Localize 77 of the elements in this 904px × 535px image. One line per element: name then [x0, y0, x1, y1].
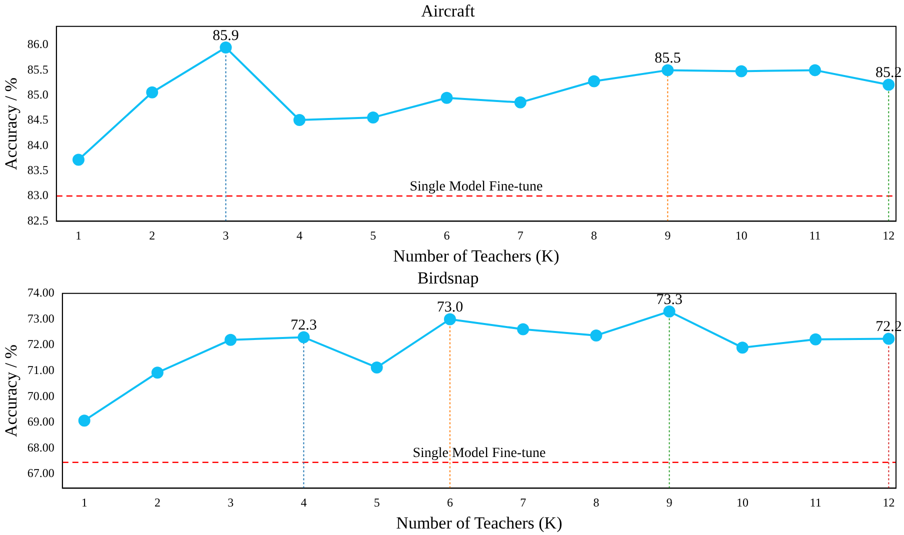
x-tick-label: 9 [666, 496, 672, 510]
data-label: 85.9 [212, 28, 239, 44]
y-tick-label: 73.00 [27, 311, 54, 326]
y-tick-label: 72.00 [27, 337, 54, 352]
point [440, 92, 453, 104]
point [298, 331, 310, 344]
point [514, 96, 526, 108]
point [663, 305, 676, 318]
x-tick-label: 7 [517, 228, 524, 243]
x-tick-label: 4 [300, 496, 307, 510]
point [146, 86, 158, 98]
point [736, 342, 748, 354]
data-label: 85.5 [654, 50, 681, 67]
point [517, 323, 530, 336]
y-tick-label: 69.00 [27, 414, 54, 429]
data-label: 72.3 [290, 318, 317, 334]
y-axis-title: Accuracy / % [2, 78, 21, 170]
x-tick-label: 10 [736, 496, 748, 510]
x-tick-label: 6 [446, 496, 453, 510]
point [224, 334, 237, 346]
y-tick-label: 71.00 [27, 362, 54, 377]
data-label: 73.3 [656, 292, 682, 308]
x-tick-label: 8 [593, 496, 600, 510]
y-tick-label: 74.00 [27, 286, 54, 300]
point [151, 366, 164, 379]
chart-title: Aircraft [421, 2, 476, 21]
x-tick-label: 5 [370, 228, 376, 243]
point [588, 75, 600, 88]
x-tick-label: 12 [882, 228, 895, 243]
x-tick-label: 1 [81, 496, 88, 510]
point [735, 65, 748, 78]
point [882, 332, 895, 345]
x-tick-label: 4 [296, 228, 302, 243]
y-tick-label: 84.5 [27, 112, 48, 127]
x-axis-title: Number of Teachers (K) [396, 513, 562, 532]
y-tick-label: 83.0 [27, 188, 48, 202]
point [882, 78, 895, 91]
x-tick-label: 3 [228, 496, 234, 510]
x-tick-label: 2 [149, 228, 156, 243]
x-tick-label: 1 [75, 228, 82, 243]
y-tick-label: 70.00 [27, 388, 54, 403]
point [370, 361, 383, 374]
ref-line-label: Single Model Fine-tune [412, 446, 546, 462]
point [444, 313, 456, 326]
y-tick-label: 85.5 [27, 62, 48, 76]
point [662, 64, 674, 76]
x-axis-title: Number of Teachers (K) [393, 246, 560, 266]
y-tick-label: 84.0 [27, 138, 48, 152]
x-tick-label: 11 [810, 496, 822, 510]
ref-line-label: Single Model Fine-tune [410, 180, 543, 195]
x-tick-label: 9 [664, 228, 671, 243]
x-tick-label: 11 [809, 228, 821, 243]
x-tick-label: 8 [591, 228, 598, 243]
x-tick-label: 6 [444, 228, 450, 243]
point [367, 112, 380, 124]
point [220, 42, 232, 54]
y-tick-label: 83.5 [27, 163, 48, 178]
y-tick-label: 85.0 [27, 88, 48, 102]
chart-title: Birdsnap [417, 268, 479, 288]
y-tick-label: 67.00 [27, 466, 54, 480]
x-tick-label: 10 [735, 228, 748, 243]
y-tick-label: 68.00 [27, 440, 54, 454]
y-tick-label: 82.5 [27, 213, 48, 228]
point [78, 414, 90, 427]
x-tick-label: 12 [882, 496, 895, 510]
point [808, 64, 821, 76]
point [810, 333, 822, 346]
point [72, 154, 84, 166]
x-tick-label: 3 [222, 228, 229, 243]
x-tick-label: 5 [374, 496, 380, 510]
point [293, 114, 306, 126]
y-tick-label: 86.0 [27, 37, 48, 52]
x-tick-label: 7 [520, 496, 526, 510]
point [590, 329, 602, 342]
y-axis-title: Accuracy / % [2, 344, 21, 438]
data-label: 73.0 [436, 300, 464, 316]
x-tick-label: 2 [154, 496, 160, 510]
